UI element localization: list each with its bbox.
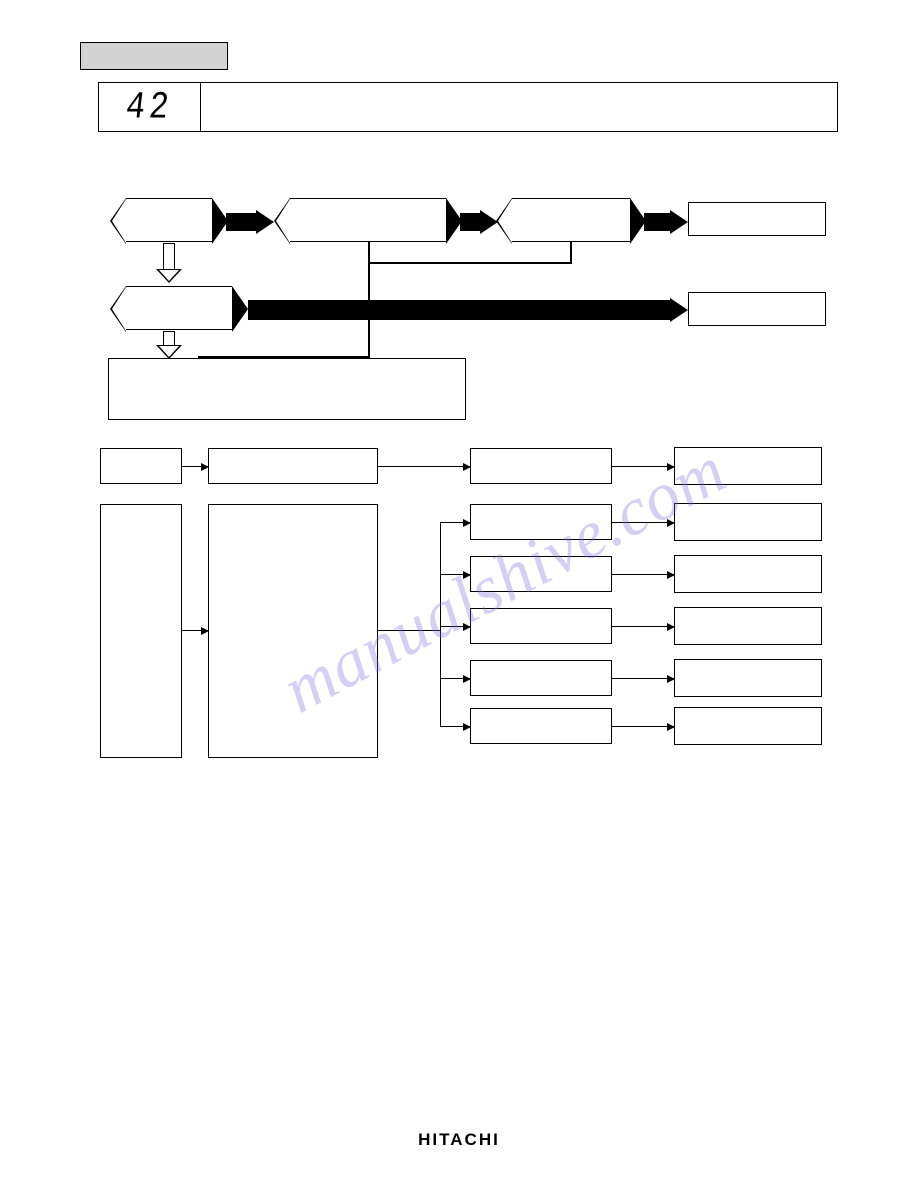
flow-hex-2 — [290, 198, 446, 242]
flow-hex-4 — [126, 286, 232, 330]
diag-col4-row3 — [674, 607, 822, 645]
diag-arrow-r1-2 — [378, 466, 470, 467]
diagnostic-tree — [100, 448, 844, 768]
flow-box-bottom — [108, 358, 466, 420]
diag-spine-feed — [378, 630, 440, 631]
flow-return-line-1a — [570, 242, 572, 264]
diag-arrow-body-1 — [182, 630, 208, 631]
diag-col4-row4 — [674, 659, 822, 697]
flow-rect-1 — [688, 202, 826, 236]
flow-arrow-2 — [460, 210, 498, 234]
flow-arrow-4 — [248, 298, 688, 322]
diag-arrow-c3-1 — [440, 522, 470, 523]
diag-col1-body — [100, 504, 182, 758]
diag-col3-row5 — [470, 708, 612, 744]
diag-arrow-r1-1 — [182, 466, 208, 467]
diag-col3-row2 — [470, 556, 612, 592]
diag-col2-body — [208, 504, 378, 758]
diag-col4-header — [674, 447, 822, 485]
flow-hollow-arrow-2 — [158, 331, 180, 359]
diag-arrow-c4-2 — [612, 574, 674, 575]
footer-logo: HITACHI — [0, 1130, 918, 1150]
diag-col4-row1 — [674, 503, 822, 541]
flow-rect-2 — [688, 292, 826, 326]
alarm-code-box: 42 — [99, 83, 201, 131]
diag-arrow-c4-5 — [612, 726, 674, 727]
diag-col3-header — [470, 448, 612, 484]
diag-col4-row5 — [674, 707, 822, 745]
diag-col2-header — [208, 448, 378, 484]
flow-arrow-3 — [644, 210, 688, 234]
flow-hollow-arrow-1 — [158, 243, 180, 283]
flow-hex-3 — [512, 198, 630, 242]
diag-arrow-c3-5 — [440, 726, 470, 727]
diag-arrow-c3-4 — [440, 678, 470, 679]
page-header-placeholder — [80, 42, 228, 70]
diag-arrow-r1-3 — [612, 466, 674, 467]
diag-spine — [440, 522, 441, 726]
alarm-code-row: 42 — [98, 82, 838, 132]
diag-col3-row4 — [470, 660, 612, 696]
alarm-code-number: 42 — [124, 85, 176, 129]
flow-arrow-1 — [226, 210, 274, 234]
diag-arrow-c3-2 — [440, 574, 470, 575]
diag-arrow-c4-4 — [612, 678, 674, 679]
flow-hex-1 — [126, 198, 212, 242]
diag-arrow-c4-1 — [612, 522, 674, 523]
diag-col3-row1 — [470, 504, 612, 540]
diag-arrow-c4-3 — [612, 626, 674, 627]
diag-col1-header — [100, 448, 182, 484]
flowchart — [108, 170, 838, 430]
flow-return-line-1b — [368, 262, 572, 264]
alarm-code-title-placeholder — [201, 83, 837, 131]
diag-arrow-c3-3 — [440, 626, 470, 627]
diag-col3-row3 — [470, 608, 612, 644]
diag-col4-row2 — [674, 555, 822, 593]
